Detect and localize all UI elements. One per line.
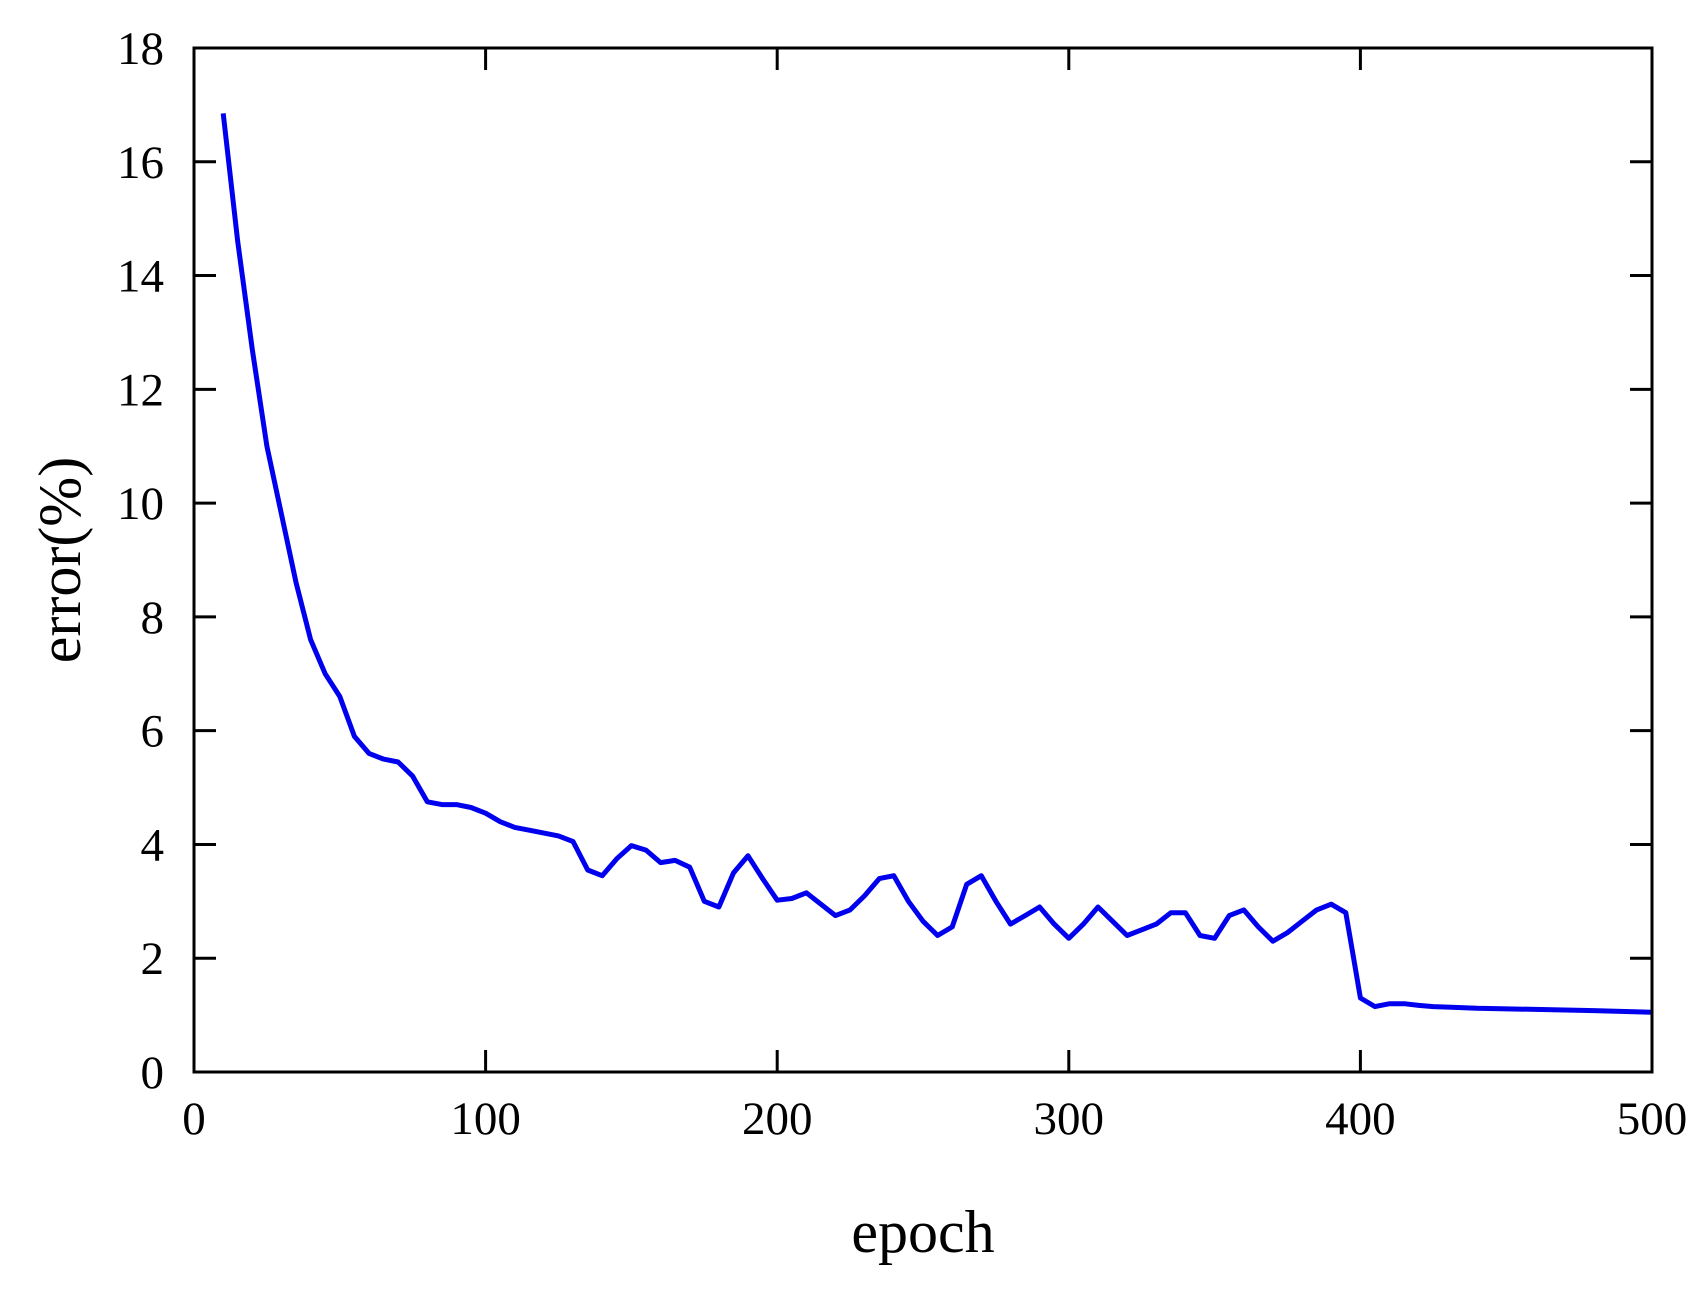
series-line-0 (220, 113, 1653, 1015)
y-tick-label-6: 6 (141, 706, 165, 758)
y-tick-label-4: 4 (141, 819, 165, 871)
y-axis-title: error(%) (27, 457, 93, 664)
series-layer (220, 113, 1653, 1015)
x-tick-label-0: 0 (182, 1093, 206, 1145)
y-tick-label-2: 2 (141, 933, 165, 985)
x-tick-label-300: 300 (1034, 1093, 1105, 1145)
y-tick-label-18: 18 (117, 23, 164, 75)
y-tick-label-14: 14 (117, 251, 164, 303)
tick-labels: 0 100 200 300 400 500 0 2 4 6 8 10 12 14 16 18 (117, 23, 1687, 1145)
plot-frame (192, 46, 1654, 1074)
x-tick-label-200: 200 (742, 1093, 813, 1145)
y-tick-label-8: 8 (141, 592, 165, 644)
x-tick-label-100: 100 (450, 1093, 521, 1145)
y-tick-label-12: 12 (117, 364, 164, 416)
x-tick-label-500: 500 (1617, 1093, 1688, 1145)
x-axis-title: epoch (851, 1199, 994, 1265)
y-tick-label-10: 10 (117, 478, 164, 530)
x-tick-label-400: 400 (1325, 1093, 1396, 1145)
y-tick-label-16: 16 (117, 137, 164, 189)
y-tick-label-0: 0 (141, 1047, 165, 1099)
